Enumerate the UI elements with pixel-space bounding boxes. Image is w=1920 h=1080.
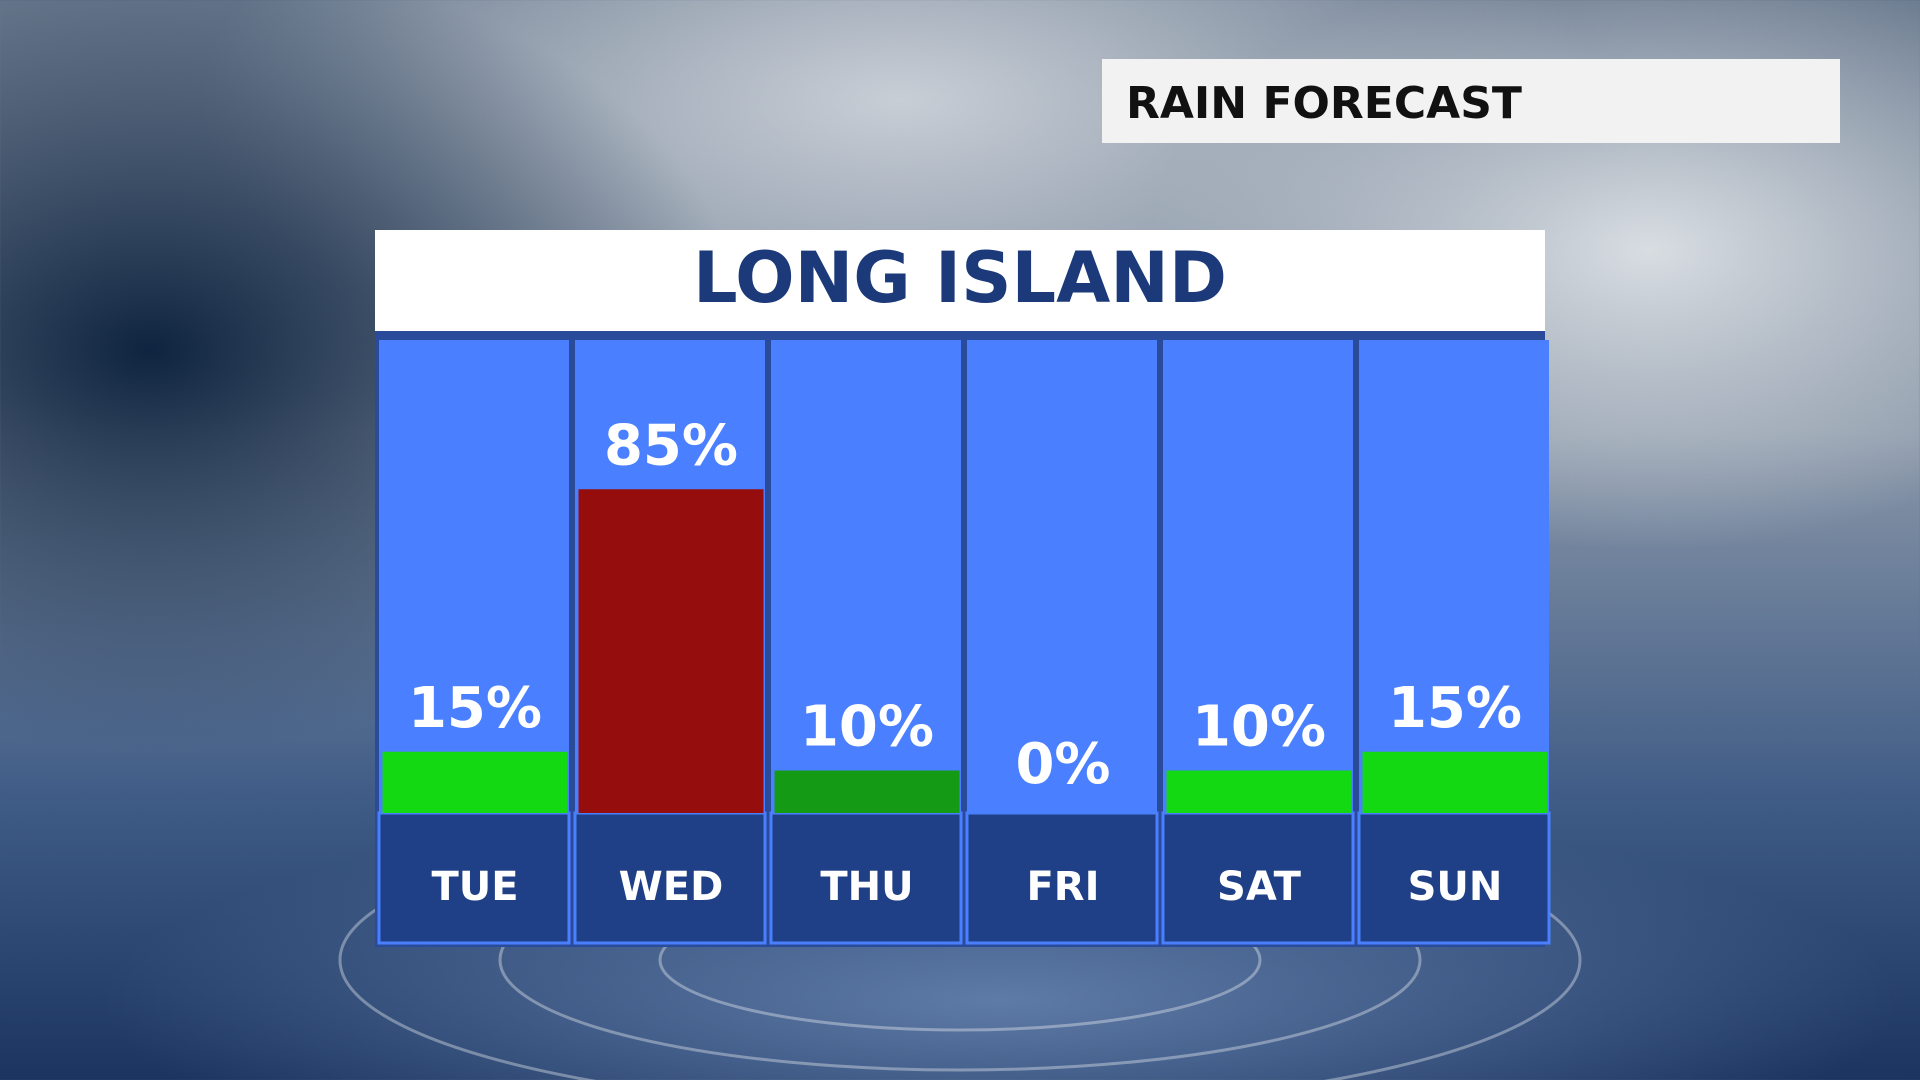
x-tick-label: TUE <box>431 864 518 910</box>
column <box>771 340 961 813</box>
x-tick-label: THU <box>820 864 913 910</box>
bar <box>774 770 960 813</box>
column <box>1163 340 1353 813</box>
column <box>379 340 569 813</box>
day-cell <box>965 811 1159 945</box>
bar <box>1166 770 1352 813</box>
day-cell <box>1357 811 1551 945</box>
x-tick-label: SUN <box>1408 864 1503 910</box>
day-cell <box>769 811 963 945</box>
header-title: RAIN FORECAST <box>1126 78 1522 129</box>
value-label: 10% <box>800 695 934 760</box>
bar <box>578 489 764 813</box>
x-tick-label: FRI <box>1026 864 1099 910</box>
title-box <box>375 230 1545 331</box>
column <box>967 340 1157 813</box>
x-tick-label: WED <box>619 864 724 910</box>
header-box <box>1102 59 1840 143</box>
value-label: 15% <box>408 676 542 741</box>
day-cell <box>573 811 767 945</box>
value-label: 10% <box>1192 695 1326 760</box>
column <box>1359 340 1549 813</box>
value-label: 85% <box>604 413 738 478</box>
chart-title: LONG ISLAND <box>693 237 1227 319</box>
value-label: 0% <box>1015 732 1110 797</box>
x-tick-label: SAT <box>1217 864 1302 910</box>
bar <box>1362 751 1548 813</box>
value-label: 15% <box>1388 676 1522 741</box>
bar <box>382 751 568 813</box>
